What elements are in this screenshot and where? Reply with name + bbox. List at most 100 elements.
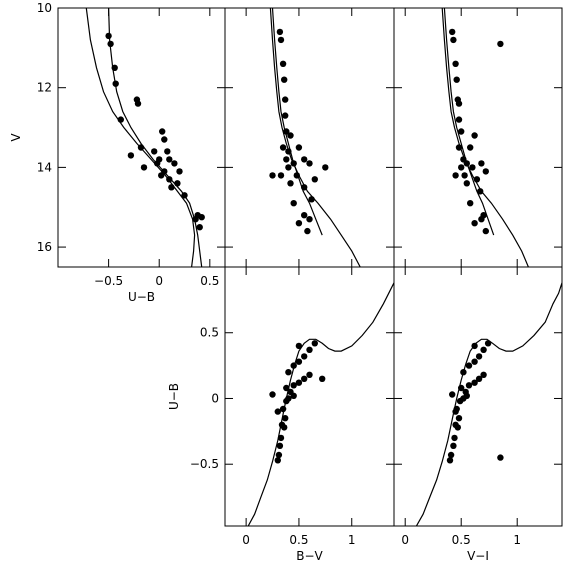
star-point	[277, 172, 285, 179]
star-point	[290, 160, 297, 167]
star-point	[304, 227, 311, 235]
star-point	[463, 392, 470, 399]
star-point	[484, 340, 492, 347]
star-point	[176, 168, 183, 175]
star-point	[166, 176, 173, 183]
y-tick-label: 0.5	[200, 326, 219, 340]
star-point	[463, 180, 470, 187]
star-point	[467, 200, 474, 207]
panel-v-vi	[393, 7, 563, 268]
star-point	[290, 200, 297, 207]
star-point	[274, 408, 281, 415]
panel-v-ub: −0.5 0 0.5 10 12 14 16 U−B V	[9, 1, 226, 304]
y-tick-label: 14	[37, 160, 52, 174]
star-point	[285, 369, 292, 376]
panel-plot-area	[269, 8, 361, 267]
star-point	[311, 340, 318, 347]
star-point	[154, 160, 161, 167]
x-tick-label: −0.5	[94, 274, 123, 288]
star-point	[285, 395, 292, 402]
star-point	[458, 164, 465, 171]
star-point	[306, 346, 313, 353]
star-point	[279, 144, 287, 151]
isochrone-curve	[108, 8, 203, 267]
star-point	[319, 375, 326, 382]
star-point	[112, 80, 119, 87]
star-point	[295, 358, 303, 365]
star-point	[475, 375, 483, 382]
panel-frame	[393, 266, 563, 527]
star-point	[295, 379, 303, 386]
star-point	[471, 220, 478, 227]
isochrone-curve	[247, 282, 394, 526]
star-point	[282, 96, 289, 103]
star-point	[473, 176, 481, 183]
star-point	[455, 116, 463, 123]
star-point	[449, 391, 456, 398]
star-point	[137, 144, 145, 151]
star-point	[166, 156, 173, 163]
x-axis-label: U−B	[128, 290, 155, 304]
isochrone-curve	[415, 282, 562, 526]
star-point	[192, 216, 199, 223]
star-point	[452, 172, 459, 179]
star-point	[482, 227, 489, 235]
star-point	[287, 132, 294, 139]
star-point	[465, 362, 473, 369]
x-tick-label: 0	[401, 533, 409, 547]
star-point	[480, 371, 487, 378]
x-tick-label: 0	[242, 533, 250, 547]
star-point	[460, 369, 467, 376]
star-point	[290, 362, 297, 369]
star-point	[463, 160, 470, 167]
star-point	[281, 76, 288, 83]
panel-plot-area	[415, 282, 562, 526]
star-point	[477, 188, 484, 195]
star-point	[196, 224, 203, 231]
star-point	[158, 172, 165, 179]
star-point	[458, 128, 465, 135]
star-point	[453, 76, 460, 83]
star-point	[287, 180, 294, 187]
star-point	[283, 128, 290, 135]
panel-ub-vi: 0 0.5 1 V−I	[393, 266, 563, 563]
star-point	[455, 100, 463, 107]
star-point	[295, 144, 303, 151]
y-tick-label: 0	[211, 391, 219, 405]
star-point	[168, 184, 175, 191]
star-point	[482, 168, 489, 175]
panel-plot-area	[85, 8, 205, 267]
star-point	[469, 164, 476, 171]
star-point	[279, 405, 287, 413]
star-point	[295, 220, 303, 227]
x-axis-label: B−V	[296, 549, 323, 563]
panel-plot-area	[441, 8, 529, 267]
isochrone-curve	[271, 8, 323, 236]
star-point	[322, 164, 329, 171]
x-tick-label: 1	[513, 533, 521, 547]
y-tick-label: −0.5	[190, 457, 219, 471]
panel-frame	[393, 7, 563, 268]
star-point	[276, 28, 284, 36]
star-point	[283, 156, 290, 163]
star-point	[480, 346, 487, 353]
star-point	[279, 60, 287, 67]
star-point	[455, 415, 463, 422]
star-point	[306, 160, 313, 167]
star-point	[452, 60, 459, 67]
star-point	[301, 156, 308, 163]
star-point	[306, 216, 313, 223]
panel-v-bv	[224, 7, 395, 268]
star-point	[285, 164, 292, 171]
star-point	[276, 442, 284, 449]
star-point	[471, 342, 478, 350]
star-point	[293, 172, 300, 179]
star-point	[283, 384, 290, 392]
star-point	[446, 457, 454, 464]
y-tick-label: 10	[37, 1, 52, 15]
star-point	[447, 451, 455, 459]
star-point	[465, 382, 473, 389]
y-axis-label: V	[9, 133, 23, 142]
star-point	[181, 192, 188, 199]
